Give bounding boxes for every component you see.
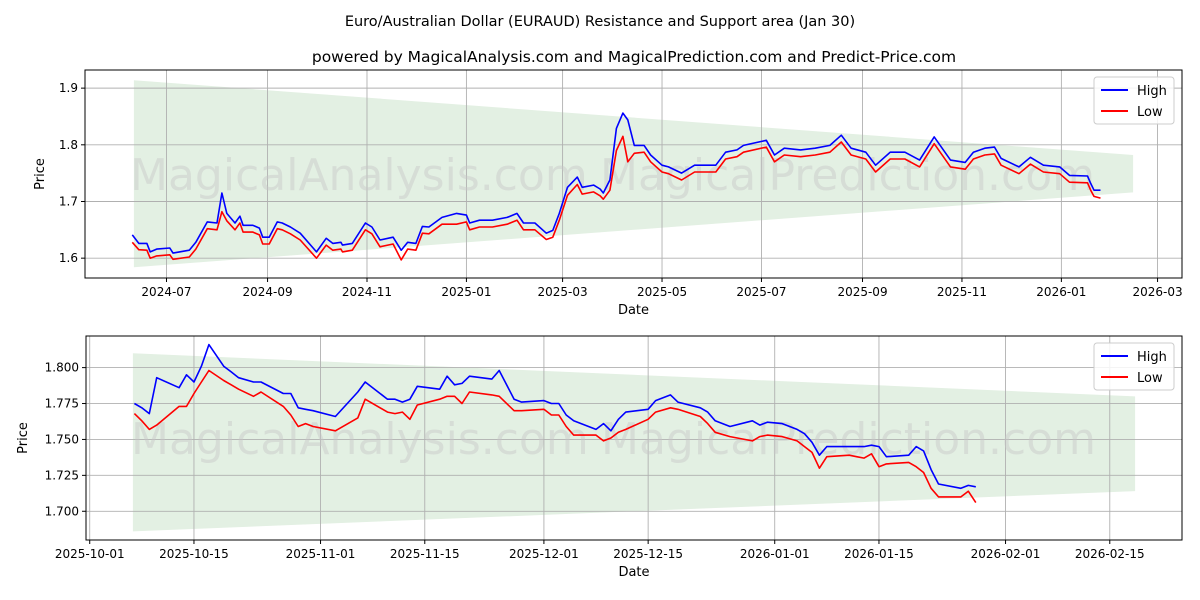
x-axis-label: Date [618, 565, 649, 580]
axes-frame [85, 335, 1183, 541]
x-tick-label: 2024-09 [242, 285, 292, 299]
x-tick-label: 2025-10-01 [55, 547, 125, 561]
chart-title: Euro/Australian Dollar (EURAUD) Resistan… [345, 14, 855, 30]
legend-label-high: High [1137, 84, 1167, 99]
x-tick-label: 2025-12-01 [509, 547, 579, 561]
x-tick-label: 2026-01-15 [844, 547, 914, 561]
series-line-low [131, 135, 1101, 261]
support-resistance-band [133, 80, 1134, 268]
y-tick-label: 1.9 [59, 81, 78, 95]
x-tick-label: 2025-05 [637, 285, 687, 299]
y-tick-label: 1.6 [59, 251, 78, 265]
y-tick-label: 1.750 [45, 432, 79, 446]
legend: High Low [1093, 76, 1175, 125]
y-tick-label: 1.725 [45, 468, 79, 482]
chart-subtitle: powered by MagicalAnalysis.com and Magic… [312, 48, 956, 66]
x-axis-label: Date [618, 303, 649, 318]
top-chart-axes: 2024-07 2024-09 2024-11 2025-01 2025-03 2025-… [33, 69, 1183, 318]
x-tick-label: 2026-01-01 [740, 547, 810, 561]
x-tick-label: 2026-02-15 [1075, 547, 1145, 561]
bottom-chart-axes: 2025-10-01 2025-10-15 2025-11-01 2025-11-15… [16, 335, 1183, 580]
x-tick-label: 2025-10-15 [159, 547, 229, 561]
x-tick-label: 2025-11 [937, 285, 987, 299]
watermark-magicalanalysis: MagicalAnalysis.com [131, 414, 589, 465]
watermark-magicalprediction: MagicalPrediction.com [600, 150, 1095, 201]
legend-label-low: Low [1137, 371, 1163, 386]
x-tick-label: 2024-11 [342, 285, 392, 299]
legend-box [1093, 342, 1175, 391]
y-axis-label: Price [16, 422, 31, 454]
x-tick-label: 2025-11-01 [286, 547, 356, 561]
y-tick-label: 1.775 [45, 397, 79, 411]
x-tick-label: 2026-02-01 [971, 547, 1041, 561]
legend: High Low [1093, 342, 1175, 391]
x-tick-label: 2025-01 [441, 285, 491, 299]
y-tick-label: 1.7 [59, 194, 78, 208]
y-tick-label: 1.700 [45, 504, 79, 518]
y-tick-label: 1.8 [59, 138, 78, 152]
watermark-magicalanalysis: MagicalAnalysis.com [130, 150, 588, 201]
legend-label-low: Low [1137, 105, 1163, 120]
y-tick-label: 1.800 [45, 361, 79, 375]
x-tick-label: 2025-12-15 [613, 547, 683, 561]
axes-frame [84, 69, 1183, 279]
legend-label-high: High [1137, 350, 1167, 365]
x-tick-label: 2026-03 [1132, 285, 1182, 299]
x-tick-label: 2025-07 [736, 285, 786, 299]
x-tick-label: 2026-01 [1036, 285, 1086, 299]
x-tick-label: 2025-03 [538, 285, 588, 299]
legend-box [1093, 76, 1175, 125]
x-tick-label: 2025-11-15 [390, 547, 460, 561]
x-tick-label: 2025-09 [837, 285, 887, 299]
y-axis-label: Price [33, 158, 48, 190]
series-line-low [133, 369, 977, 504]
series-line-high [133, 343, 976, 490]
series-line-high [131, 112, 1101, 254]
x-tick-label: 2024-07 [141, 285, 191, 299]
watermark-magicalprediction: MagicalPrediction.com [601, 414, 1096, 465]
support-resistance-band [132, 353, 1136, 532]
